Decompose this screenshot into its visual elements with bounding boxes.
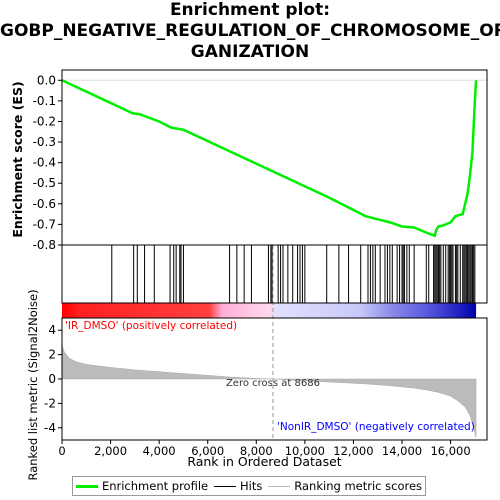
metric-area (61, 344, 477, 438)
axes: 0 2,000 4,000 6,000 8,000 10,000 12,000 14,000 1… (58, 69, 488, 469)
xtick-label: 6,000 (191, 444, 224, 458)
es-ytick-label: -0.8 (33, 238, 56, 252)
chart-title: Enrichment plot: GOBP_NEGATIVE_REGULATIO… (0, 0, 500, 63)
es-curve (61, 79, 478, 238)
legend-swatch-es (75, 484, 98, 488)
rank-colorbar-rect (62, 303, 477, 318)
metric-ylabel: Ranked list metric (Signal2Noise) (26, 289, 40, 480)
xtick-label: 12,000 (333, 444, 373, 458)
neg-corr-label: 'NonIR_DMSO' (negatively correlated) (277, 421, 475, 433)
es-ytick-label: -0.4 (33, 156, 56, 170)
xtick-label: 4,000 (143, 444, 176, 458)
es-ytick-label: -0.3 (33, 135, 56, 149)
metric-frame (61, 317, 488, 441)
legend-swatch-hits (214, 485, 237, 487)
metric-panel: Zero cross at 8686 'IR_DMSO' (positively … (26, 245, 477, 481)
xtick-label: 0 (58, 444, 65, 458)
legend-item-hits: Hits (214, 479, 262, 493)
title-line-2: GOBP_NEGATIVE_REGULATION_OF_CHROMOSOME_O… (0, 21, 500, 41)
legend-label-metric: Ranking metric scores (294, 479, 423, 493)
es-ytick-label: 0.0 (37, 73, 56, 87)
xtick-label: 8,000 (240, 444, 273, 458)
pos-corr-label: 'IR_DMSO' (positively correlated) (65, 320, 237, 332)
zero-cross-label: Zero cross at 8686 (226, 378, 320, 389)
es-panel: 0.0 -0.1 -0.2 -0.3 -0.4 -0.5 -0.6 -0.7 -0.8 Enric… (10, 73, 487, 252)
es-ytick-label: -0.1 (33, 94, 56, 108)
title-line-1: Enrichment plot: (169, 0, 331, 20)
xtick-label: 2,000 (94, 444, 127, 458)
es-frame (61, 69, 488, 246)
metric-ytick-label: 2 (48, 348, 56, 362)
es-ytick-label: -0.2 (33, 114, 56, 128)
metric-ytick-label: -4 (44, 421, 56, 435)
xlabel: Rank in Ordered Dataset (187, 454, 341, 469)
xtick-label: 10,000 (285, 444, 325, 458)
legend-label-hits: Hits (240, 479, 263, 493)
legend: Enrichment profile Hits Ranking metric s… (72, 476, 426, 496)
hits-frame (61, 244, 488, 304)
es-ytick-label: -0.5 (33, 176, 56, 190)
xtick-label: 14,000 (382, 444, 422, 458)
rank-colorbar (62, 303, 477, 318)
es-ytick-label: -0.7 (33, 217, 56, 231)
hits-panel (111, 245, 476, 303)
legend-swatch-metric (268, 485, 291, 487)
metric-ytick-label: -2 (44, 396, 56, 410)
legend-label-es: Enrichment profile (101, 479, 209, 493)
legend-item-metric: Ranking metric scores (268, 479, 422, 493)
metric-ytick-label: 0 (48, 372, 56, 386)
title-line-3: GANIZATION (190, 42, 310, 62)
metric-ytick-label: 4 (48, 323, 56, 337)
es-ylabel: Enrichment score (ES) (10, 81, 25, 237)
xtick-label: 16,000 (430, 444, 470, 458)
legend-item-es: Enrichment profile (75, 479, 209, 493)
es-ytick-label: -0.6 (33, 197, 56, 211)
